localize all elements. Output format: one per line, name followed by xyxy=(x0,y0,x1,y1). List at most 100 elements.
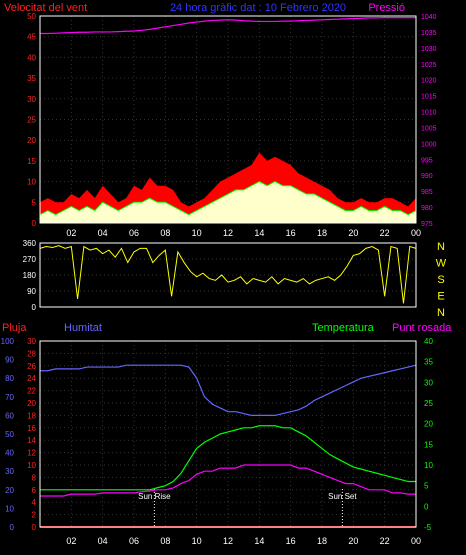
x-tick: 18 xyxy=(317,228,327,238)
y-tick-wind: 50 xyxy=(27,12,36,21)
y-tick-direction: 360 xyxy=(23,239,37,248)
y-tick-rain: 20 xyxy=(27,399,36,408)
y-tick-direction: 90 xyxy=(27,287,36,296)
y-tick-wind: 10 xyxy=(27,178,36,187)
sun-marker-label: Sun Rise xyxy=(138,492,171,501)
y-tick-humidity: 80 xyxy=(5,374,14,383)
temperature-label: Temperatura xyxy=(312,322,375,334)
y-tick-humidity: 60 xyxy=(5,411,14,420)
y-tick-wind: 45 xyxy=(27,33,36,42)
y-tick-pressure: 1030 xyxy=(421,46,437,53)
y-tick-temperature: -5 xyxy=(424,523,432,532)
chart-title: 24 hora gràfic dat : 10 Febrero 2020 xyxy=(170,2,346,14)
y-tick-rain: 6 xyxy=(32,486,37,495)
x-tick: 16 xyxy=(286,536,296,546)
x-tick: 14 xyxy=(254,228,264,238)
y-tick-humidity: 100 xyxy=(1,337,15,346)
y-tick-temperature: 0 xyxy=(424,502,429,511)
panel-frame xyxy=(39,15,417,224)
rain-label: Pluja xyxy=(2,322,27,334)
temperature-line xyxy=(40,425,416,491)
humidity-label: Humitat xyxy=(64,322,102,334)
humidity-temperature-panel: 0102030405060708090100024681012141618202… xyxy=(1,337,434,546)
y-tick-direction: 270 xyxy=(23,255,37,264)
y-tick-pressure: 1025 xyxy=(421,62,437,69)
y-tick-temperature: 20 xyxy=(424,420,433,429)
y-tick-wind: 35 xyxy=(27,74,36,83)
wind-speed-label: Velocitat del vent xyxy=(4,2,87,14)
panel-frame xyxy=(39,242,417,308)
y-tick-wind: 15 xyxy=(27,157,36,166)
x-tick: 00 xyxy=(411,536,421,546)
y-tick-wind: 25 xyxy=(27,116,36,125)
y-tick-pressure: 995 xyxy=(421,157,433,164)
x-tick: 08 xyxy=(160,536,170,546)
y-tick-temperature: 25 xyxy=(424,399,433,408)
compass-label: N xyxy=(437,241,445,253)
y-tick-pressure: 1040 xyxy=(421,14,437,21)
x-tick: 04 xyxy=(98,536,108,546)
y-tick-humidity: 90 xyxy=(5,356,14,365)
y-tick-pressure: 980 xyxy=(421,205,433,212)
y-tick-wind: 40 xyxy=(27,53,36,62)
y-tick-pressure: 990 xyxy=(421,173,433,180)
humidity-line xyxy=(40,364,417,416)
y-tick-rain: 10 xyxy=(27,461,36,470)
y-tick-pressure: 1005 xyxy=(421,125,437,132)
panel-frame xyxy=(39,340,417,528)
wind-pressure-panel: 0510152025303540455097598098599099510001… xyxy=(27,12,437,238)
compass-label: W xyxy=(436,258,447,270)
y-tick-wind: 30 xyxy=(27,95,36,104)
y-tick-wind: 20 xyxy=(27,136,36,145)
y-tick-wind: 0 xyxy=(32,219,37,228)
y-tick-humidity: 50 xyxy=(5,430,14,439)
x-tick: 02 xyxy=(66,536,76,546)
y-tick-pressure: 1015 xyxy=(421,94,437,101)
x-tick: 22 xyxy=(380,228,390,238)
y-tick-wind: 5 xyxy=(32,198,37,207)
compass-label: E xyxy=(437,291,444,303)
y-tick-direction: 0 xyxy=(32,303,37,312)
x-tick: 14 xyxy=(254,536,264,546)
x-tick: 20 xyxy=(348,228,358,238)
y-tick-temperature: 40 xyxy=(424,337,433,346)
sun-marker-label: Sun Set xyxy=(328,492,357,501)
x-tick: 22 xyxy=(380,536,390,546)
y-tick-rain: 2 xyxy=(32,511,37,520)
y-tick-rain: 14 xyxy=(27,436,36,445)
x-tick: 12 xyxy=(223,536,233,546)
y-tick-humidity: 40 xyxy=(5,449,14,458)
y-tick-humidity: 70 xyxy=(5,393,14,402)
y-tick-humidity: 10 xyxy=(5,504,14,513)
y-tick-pressure: 1000 xyxy=(421,141,437,148)
y-tick-humidity: 0 xyxy=(10,523,15,532)
y-tick-rain: 8 xyxy=(32,473,37,482)
y-tick-temperature: 35 xyxy=(424,358,433,367)
y-tick-pressure: 975 xyxy=(421,221,433,228)
wind-direction-line xyxy=(39,245,417,304)
y-tick-rain: 12 xyxy=(27,449,36,458)
pressure-label: Pressió xyxy=(368,2,405,14)
x-tick: 10 xyxy=(192,536,202,546)
y-tick-direction: 180 xyxy=(23,271,37,280)
y-tick-humidity: 20 xyxy=(5,486,14,495)
y-tick-rain: 16 xyxy=(27,424,36,433)
y-tick-temperature: 15 xyxy=(424,440,433,449)
x-tick: 04 xyxy=(98,228,108,238)
y-tick-pressure: 1020 xyxy=(421,78,437,85)
x-tick: 02 xyxy=(66,228,76,238)
y-tick-temperature: 5 xyxy=(424,482,429,491)
y-tick-temperature: 10 xyxy=(424,461,433,470)
x-tick: 18 xyxy=(317,536,327,546)
compass-label: N xyxy=(437,307,445,319)
x-tick: 16 xyxy=(286,228,296,238)
x-tick: 12 xyxy=(223,228,233,238)
wind-average-area xyxy=(40,181,416,223)
x-tick: 06 xyxy=(129,536,139,546)
y-tick-rain: 4 xyxy=(32,498,37,507)
y-tick-rain: 30 xyxy=(27,337,36,346)
x-tick: 00 xyxy=(411,228,421,238)
